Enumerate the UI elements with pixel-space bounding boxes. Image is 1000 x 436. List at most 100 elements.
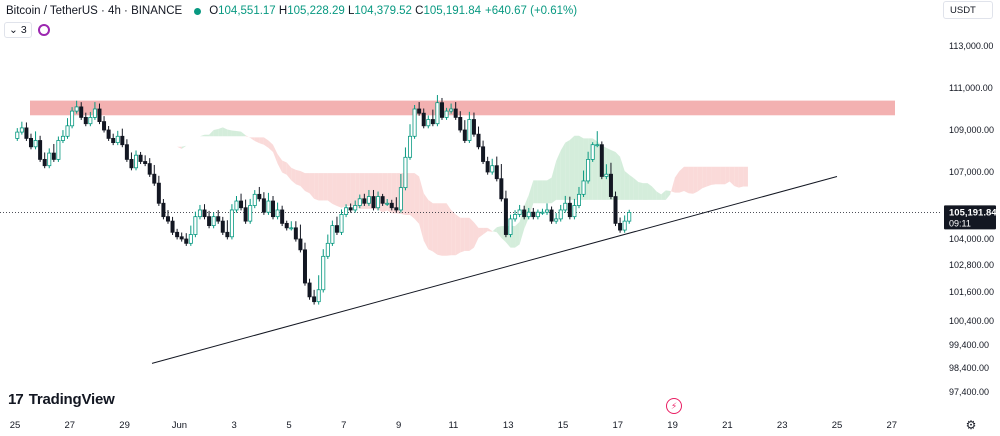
cloud-segment <box>706 166 712 187</box>
candle-body <box>65 125 70 137</box>
flash-icon[interactable]: ⚡ <box>666 398 682 414</box>
cloud-segment <box>410 173 415 219</box>
candle-body <box>152 173 157 184</box>
cloud-segment <box>254 137 260 144</box>
candle-body <box>165 216 170 222</box>
candle-body <box>298 238 303 251</box>
x-tick-label: 23 <box>777 420 788 431</box>
candle-body <box>618 222 623 231</box>
low-value: 104,379.52 <box>354 5 412 17</box>
cloud-segment <box>245 135 251 138</box>
close-value: 105,191.84 <box>423 5 482 17</box>
candle-body <box>622 220 627 231</box>
candle-body <box>229 209 234 238</box>
time-axis[interactable]: 25 27 29 Jun 3 5 7 9 11 13 15 17 19 21 23 25 27 <box>10 420 897 431</box>
cloud-segment <box>268 140 274 153</box>
cloud-segment <box>533 180 538 204</box>
cloud-segment <box>145 133 150 138</box>
candle-body <box>344 207 349 215</box>
candle-body <box>481 146 486 162</box>
candle-body <box>102 121 107 131</box>
candle-body <box>134 154 139 169</box>
symbol-title[interactable]: Bitcoin / TetherUS · 4h · BINANCE <box>6 5 183 17</box>
candle-body <box>266 200 271 213</box>
candle-body <box>627 212 632 222</box>
cloud-segment <box>451 209 456 256</box>
indicator-count: 3 <box>20 24 27 36</box>
y-tick-label: 98,400.00 <box>949 363 989 373</box>
candle-body <box>590 144 595 160</box>
cloud-segment <box>441 203 447 256</box>
cloud-segment <box>336 173 342 208</box>
candle-body <box>403 156 408 189</box>
cloud-segment <box>697 166 703 192</box>
candle-body <box>307 282 312 298</box>
candle-body <box>252 193 257 206</box>
candle-body <box>248 205 253 222</box>
y-tick-label: 99,400.00 <box>949 340 989 350</box>
candle-body <box>302 249 307 284</box>
y-tick-label: 109,000.00 <box>949 125 994 135</box>
candle-body <box>188 234 193 244</box>
candle-body <box>490 165 495 173</box>
candle-body <box>51 152 56 160</box>
currency-select[interactable]: USDT <box>943 1 993 19</box>
candle-body <box>330 225 335 244</box>
cloud-segment <box>241 131 246 137</box>
cloud-segment <box>469 217 474 251</box>
candle-body <box>435 102 440 125</box>
last-price-badge: 105,191.84 09:11 <box>944 205 997 230</box>
candle-body <box>271 200 276 218</box>
cloud-segment <box>227 129 232 137</box>
candle-body <box>535 211 540 218</box>
candle-body <box>513 214 518 220</box>
candle-body <box>558 209 563 220</box>
cloud-segment <box>177 146 182 149</box>
candle-body <box>394 207 399 211</box>
candle-body <box>380 196 385 204</box>
market-open-icon <box>194 7 202 15</box>
bar-countdown: 09:11 <box>949 218 971 228</box>
cloud-segment <box>286 162 292 181</box>
tradingview-logo[interactable]: 17 TradingView <box>8 391 115 408</box>
indicator-loading-icon[interactable] <box>37 24 50 36</box>
cloud-segment <box>414 173 420 224</box>
gear-icon[interactable]: ⚙ <box>965 418 977 432</box>
candle-body <box>257 193 262 200</box>
indicators-toggle[interactable]: ⌄ 3 <box>4 22 32 38</box>
candle-body <box>549 209 554 222</box>
cloud-segment <box>437 203 442 256</box>
candle-body <box>540 211 545 214</box>
candle-body <box>106 129 111 139</box>
candle-body <box>517 209 522 215</box>
cloud-segment <box>528 180 534 218</box>
candle-body <box>293 227 298 240</box>
cloud-segment <box>729 166 735 186</box>
support-trendline[interactable] <box>151 175 838 364</box>
candle-body <box>60 135 65 141</box>
cloud-segment <box>318 173 324 201</box>
cloud-segment <box>304 173 310 194</box>
candle-body <box>74 106 79 112</box>
candle-body <box>42 158 47 167</box>
cloud-segment <box>295 169 301 186</box>
candle-body <box>554 218 559 222</box>
cloud-segment <box>720 166 726 185</box>
candle-body <box>138 154 143 162</box>
cloud-segment <box>629 174 634 200</box>
x-tick-label: 13 <box>503 420 514 431</box>
candle-body <box>316 289 321 303</box>
x-tick-label: 25 <box>10 420 21 431</box>
price-axis[interactable]: 113,000.00 111,000.00 109,000.00 107,000.00… <box>949 41 994 397</box>
candle-body <box>70 110 75 127</box>
candle-body <box>453 108 458 118</box>
cloud-segment <box>181 145 187 149</box>
y-tick-label: 111,000.00 <box>949 83 993 93</box>
candle-body <box>421 112 426 127</box>
last-price-value: 105,191.84 <box>949 207 997 218</box>
cloud-segment <box>291 167 296 185</box>
cloud-segment <box>154 137 159 144</box>
candle-body <box>197 209 202 218</box>
candle-body <box>604 173 609 177</box>
